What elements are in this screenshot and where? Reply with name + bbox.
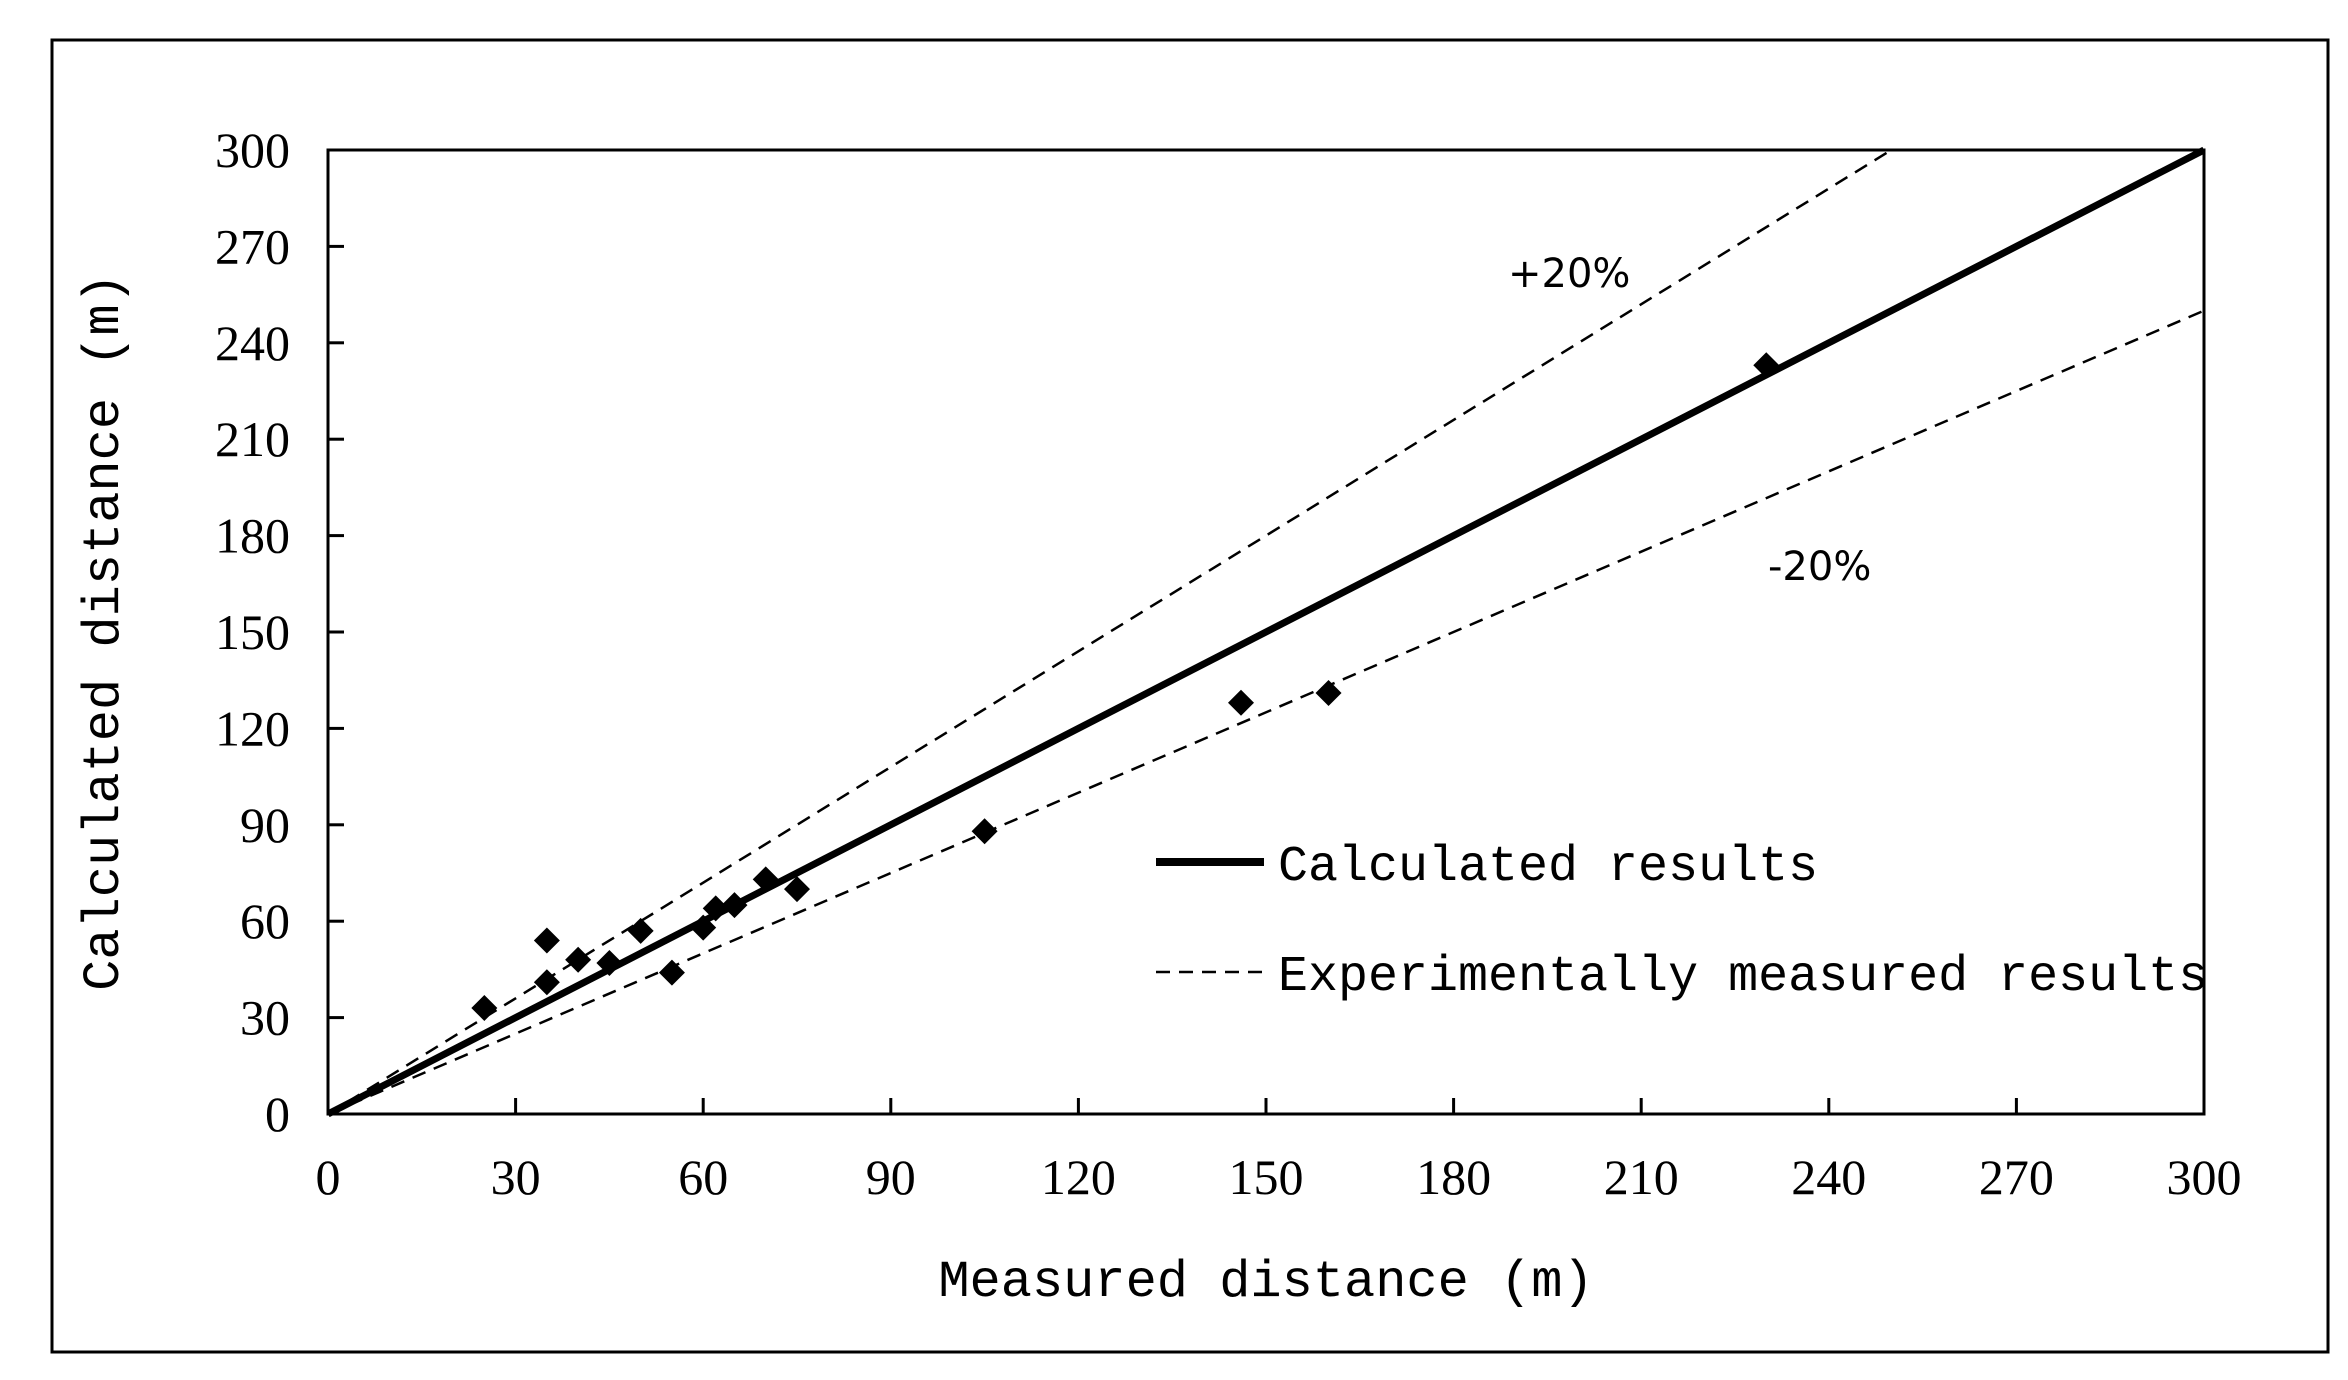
data-point-14 [1315, 680, 1342, 707]
data-point-10 [752, 866, 779, 893]
points-layer [471, 352, 1780, 1021]
series-line-1 [327, 148, 1892, 1116]
data-point-12 [971, 818, 998, 845]
x-tick-label-4: 120 [1041, 1149, 1116, 1205]
data-point-13 [1227, 689, 1254, 716]
x-tick-label-3: 90 [866, 1149, 916, 1205]
data-point-11 [784, 876, 810, 903]
y-tick-label-0: 0 [265, 1086, 290, 1142]
x-tick-label-0: 0 [316, 1149, 341, 1205]
legend-label-measured: Experimentally measured results [1278, 949, 2208, 1006]
data-point-5 [627, 917, 654, 944]
x-tick-label-2: 60 [678, 1149, 728, 1205]
data-point-4 [596, 949, 623, 976]
y-tick-label-5: 150 [215, 604, 290, 660]
data-point-15 [1753, 352, 1780, 379]
data-point-8 [702, 895, 729, 922]
annotation-plus20: +20% [1508, 251, 1630, 297]
y-tick-label-1: 30 [240, 990, 290, 1046]
data-point-7 [690, 914, 717, 941]
x-tick-label-8: 240 [1791, 1149, 1866, 1205]
y-axis-ticks: 0 30 60 90 120 150 180 210 240 270 300 [215, 122, 344, 1142]
y-tick-label-4: 120 [215, 700, 290, 756]
y-tick-label-8: 240 [215, 315, 290, 371]
y-tick-label-6: 180 [215, 508, 290, 564]
data-point-0 [471, 994, 498, 1021]
x-axis-title: Measured distance (m) [938, 1253, 1593, 1312]
y-tick-label-9: 270 [215, 218, 290, 274]
legend-label-calculated: Calculated results [1278, 839, 1818, 896]
x-tick-label-6: 180 [1416, 1149, 1491, 1205]
x-tick-label-9: 270 [1979, 1149, 2054, 1205]
x-tick-label-10: 300 [2167, 1149, 2242, 1205]
x-axis-ticks: 0 30 60 90 120 150 180 210 240 270 300 [316, 1098, 2242, 1205]
data-point-2 [533, 969, 560, 996]
series-line-0 [326, 146, 2206, 1118]
y-tick-label-3: 90 [240, 797, 290, 853]
x-tick-label-5: 150 [1229, 1149, 1304, 1205]
y-tick-label-10: 300 [215, 122, 290, 178]
lines-layer [326, 146, 2206, 1118]
y-axis-title: Calculated distance (m) [75, 273, 134, 991]
legend: Calculated results Experimentally measur… [1156, 839, 2208, 1006]
y-tick-label-2: 60 [240, 893, 290, 949]
data-point-3 [565, 946, 592, 973]
y-tick-label-7: 210 [215, 411, 290, 467]
data-point-9 [721, 892, 748, 919]
data-point-6 [658, 959, 685, 986]
series-line-2 [327, 309, 2205, 1116]
annotation-minus20: -20% [1768, 544, 1871, 590]
data-point-1 [533, 927, 560, 954]
x-tick-label-7: 210 [1604, 1149, 1679, 1205]
x-tick-label-1: 30 [491, 1149, 541, 1205]
